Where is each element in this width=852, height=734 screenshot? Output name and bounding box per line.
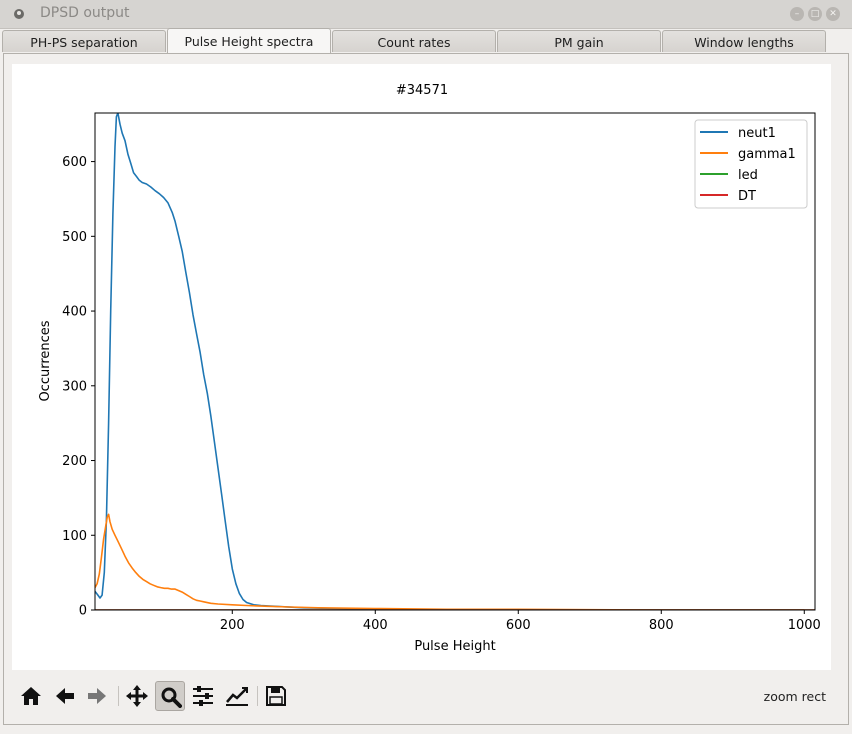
x-tick-label: 200 bbox=[220, 618, 245, 633]
x-tick-label: 400 bbox=[363, 618, 388, 633]
home-icon bbox=[21, 687, 41, 705]
zoom-icon bbox=[161, 687, 182, 708]
y-tick-label: 0 bbox=[79, 604, 87, 619]
navigation-toolbar: zoom rect bbox=[12, 678, 840, 716]
legend-label: DT bbox=[738, 189, 756, 204]
y-tick-label: 300 bbox=[62, 379, 87, 394]
forward-icon bbox=[88, 688, 106, 704]
legend-label: neut1 bbox=[738, 126, 776, 141]
plot-figure[interactable]: #34571 200 400 600 800 1000 0 100 200 300 400 500… bbox=[12, 64, 831, 670]
x-axis-label: Pulse Height bbox=[414, 639, 495, 654]
pulse-height-chart[interactable]: #34571 200 400 600 800 1000 0 100 200 300 400 500… bbox=[12, 64, 831, 670]
legend-label: led bbox=[738, 168, 758, 183]
subplots-button[interactable] bbox=[188, 681, 218, 711]
y-tick-label: 600 bbox=[62, 155, 87, 170]
y-tick-label: 100 bbox=[62, 529, 87, 544]
tab-window-lengths[interactable]: Window lengths bbox=[662, 30, 826, 52]
window-title: DPSD output bbox=[40, 5, 130, 21]
forward-button[interactable] bbox=[82, 681, 112, 711]
tab-pm-gain[interactable]: PM gain bbox=[497, 30, 661, 52]
y-tick-label: 500 bbox=[62, 230, 87, 245]
tab-count-rates[interactable]: Count rates bbox=[332, 30, 496, 52]
y-tick-label: 400 bbox=[62, 305, 87, 320]
subplots-icon bbox=[193, 686, 213, 706]
x-tick-label: 600 bbox=[506, 618, 531, 633]
x-tick-label: 800 bbox=[649, 618, 674, 633]
edit-curves-icon bbox=[226, 687, 248, 706]
app-icon bbox=[14, 9, 24, 19]
y-axis-label: Occurrences bbox=[38, 320, 53, 401]
tab-ph-ps-separation[interactable]: PH-PS separation bbox=[2, 30, 166, 52]
x-tick-label: 1000 bbox=[788, 618, 821, 633]
legend-label: gamma1 bbox=[738, 147, 796, 162]
zoom-button[interactable] bbox=[155, 681, 185, 711]
save-icon bbox=[266, 686, 286, 706]
pan-button[interactable] bbox=[122, 681, 152, 711]
edit-curves-button[interactable] bbox=[221, 681, 251, 711]
y-tick-label: 200 bbox=[62, 454, 87, 469]
pan-icon bbox=[126, 685, 148, 707]
toolbar-separator bbox=[257, 686, 258, 706]
axes-frame bbox=[94, 112, 816, 611]
legend-box bbox=[694, 119, 808, 209]
status-text: zoom rect bbox=[763, 689, 826, 704]
minimize-icon[interactable]: – bbox=[790, 7, 804, 21]
home-button[interactable] bbox=[16, 681, 46, 711]
toolbar-separator bbox=[118, 686, 119, 706]
chart-title: #34571 bbox=[396, 83, 448, 98]
series-line-neut1 bbox=[95, 113, 805, 610]
tab-bar: PH-PS separation Pulse Height spectra Co… bbox=[0, 28, 852, 54]
back-button[interactable] bbox=[50, 681, 80, 711]
back-icon bbox=[56, 688, 74, 704]
maximize-icon[interactable]: □ bbox=[808, 7, 822, 21]
tab-pulse-height-spectra[interactable]: Pulse Height spectra bbox=[167, 28, 331, 54]
window-titlebar: DPSD output – □ ✕ bbox=[0, 0, 852, 29]
save-button[interactable] bbox=[261, 681, 291, 711]
series-line-gamma1 bbox=[95, 513, 805, 610]
close-icon[interactable]: ✕ bbox=[826, 7, 840, 21]
